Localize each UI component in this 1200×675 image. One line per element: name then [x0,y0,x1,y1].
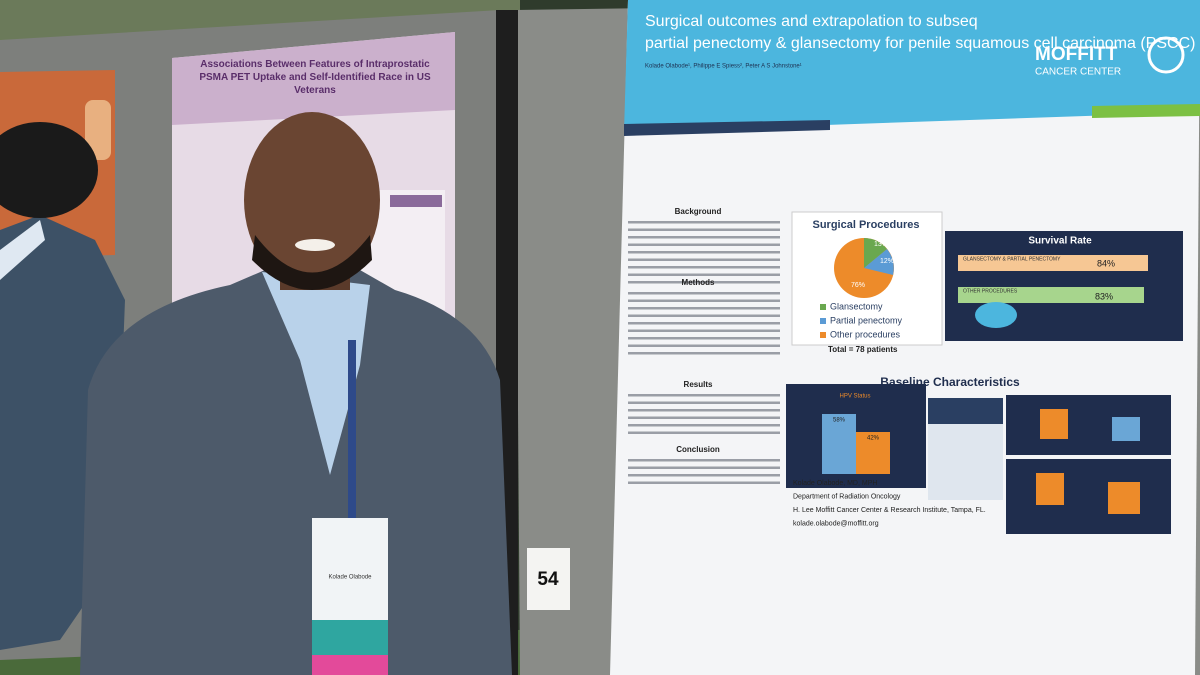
header-stripe [624,120,830,136]
survival-bar [958,287,1144,303]
man-head [244,112,380,288]
text-line [628,337,780,340]
legend-swatch [820,332,826,338]
survival-label: GLANSECTOMY & PARTIAL PENECTOMY [963,256,1061,262]
text-line [628,299,780,302]
survival-label: OTHER PROCEDURES [963,288,1018,294]
text-line [628,352,780,355]
chart-bar [1108,482,1140,514]
pie-label: 76% [851,282,865,289]
board-number: 54 [537,569,559,590]
text-line [628,273,780,276]
text-line [628,228,780,231]
hpv-label: 42% [867,436,880,442]
contact-block: Kolade Olabode, MD, MPH Department of Rad… [793,480,986,528]
survival-title: Survival Rate [1028,236,1092,247]
contact-line: kolade.olabode@moffitt.org [793,520,879,527]
badge-stripe-pink [312,655,388,675]
text-line [628,394,780,397]
phimosis-chart [1006,459,1171,534]
section-heading: Methods [682,278,715,287]
header-stripe-green [1092,104,1200,118]
number-card [527,548,570,610]
text-line [628,431,780,434]
logo-subtitle: CANCER CENTER [1035,67,1121,78]
section-heading: Results [684,380,713,389]
man-beard [252,235,372,290]
logo-mark [1147,36,1185,74]
pie-partial [864,249,894,275]
person-left-collar [0,220,45,280]
text-line [628,416,780,419]
section-heading: Conclusion [676,445,720,454]
text-line [628,322,780,325]
hpv-title: HPV Status [839,394,870,400]
hpv-status-chart [1006,395,1171,455]
man-suit [80,270,512,675]
text-line [628,307,780,310]
text-line [628,251,780,254]
text-line [628,409,780,412]
poster-body: Background Methods Results Conclusion [628,207,780,484]
text-line [628,281,780,284]
left-poster-title-box: Associations Between Features of Intrapr… [199,59,431,96]
contact-line: Department of Radiation Oncology [793,493,901,500]
text-line [628,401,780,404]
procedures-total: Total = 78 patients [828,345,898,354]
legend-swatch [820,304,826,310]
hpv-label: 58% [833,418,846,424]
contact-line: Kolade Olabode, MD, MPH [793,480,877,487]
chart-bar [1036,473,1064,505]
man-shirt [262,272,370,475]
logo-name: MOFFITT [1035,44,1118,65]
person-left-hair [0,122,98,218]
legend-label: Glansectomy [830,301,883,311]
text-line [628,221,780,224]
hpv-bar [856,432,890,474]
hpv-bar [822,414,856,474]
table-header [390,195,442,207]
poster-header [624,0,1200,132]
text-line [628,314,780,317]
text-line [628,424,780,427]
text-line [628,329,780,332]
text-line [628,481,780,484]
text-line [628,236,780,239]
legend-swatch [820,318,826,324]
text-line [628,292,780,295]
legend-label: Other procedures [830,329,901,339]
poster-title: Surgical outcomes and extrapolation to s… [645,13,978,30]
poster-title: partial penectomy & glansectomy for peni… [645,35,1195,52]
left-poster-title: Associations Between Features of Intrapr… [199,59,431,96]
contact-line: H. Lee Moffitt Cancer Center & Research … [793,507,986,514]
text-line [628,258,780,261]
survival-box [945,231,1183,341]
poster-authors: Kolade Olabode¹, Philippe E Spiess², Pet… [645,64,802,70]
table-header [928,398,1003,424]
text-line [628,474,780,477]
lanyard [348,340,356,520]
badge-name: Kolade Olabode [328,575,372,581]
survival-value: 83% [1095,291,1113,301]
survival-bubble [975,302,1017,328]
left-poster-header [172,32,455,125]
legend-label: Partial penectomy [830,315,903,325]
section-heading: Background [675,207,722,216]
text-line [628,243,780,246]
text-line [628,344,780,347]
chart-bar [1112,417,1140,441]
pie-label: 12% [880,258,894,265]
pie-glansectomy [864,238,887,268]
chart-bar [1040,409,1068,439]
text-line [628,459,780,462]
survival-value: 84% [1097,258,1115,268]
text-line [628,266,780,269]
man-smile [295,239,335,251]
poster-graphic [85,100,111,160]
procedures-title: Surgical Procedures [813,219,920,231]
text-line [628,466,780,469]
pie-label: 13% [874,241,888,248]
survival-bar [958,255,1148,271]
